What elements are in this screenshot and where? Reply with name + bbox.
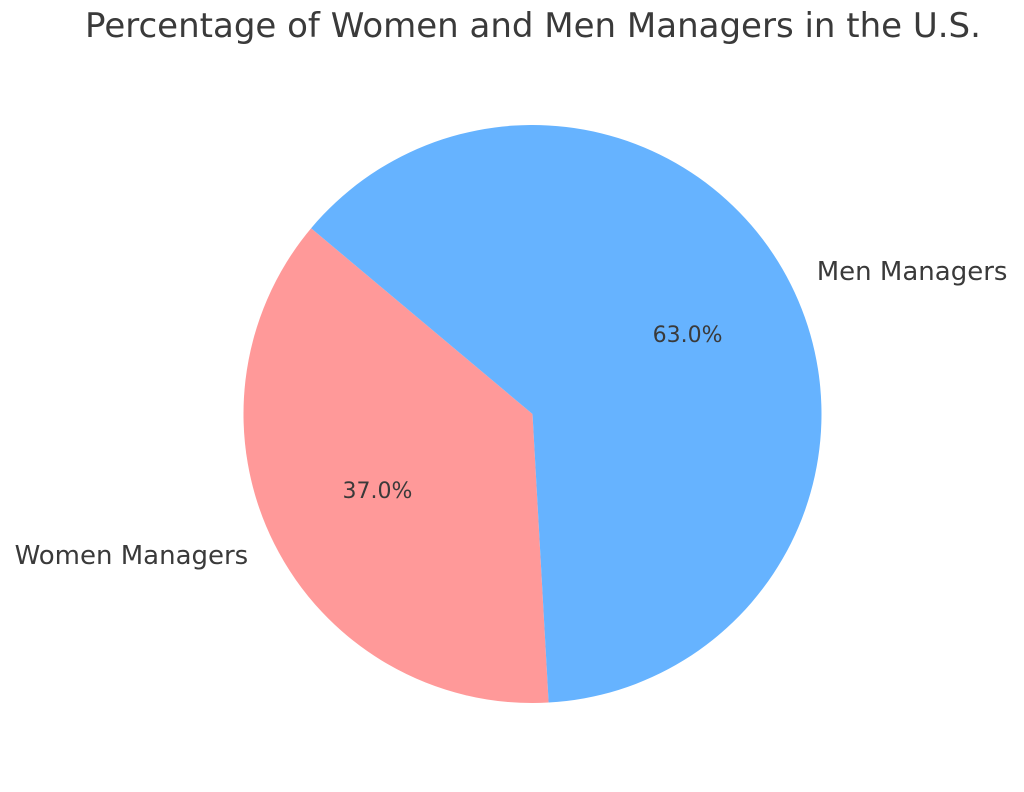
chart-title: Percentage of Women and Men Managers in … [85, 6, 981, 46]
pie-slice-women-managers [243, 228, 549, 704]
pct-label-women-managers: 37.0% [342, 478, 413, 504]
slice-label-women-managers: Women Managers [14, 541, 249, 572]
pie-slice-men-managers [311, 125, 822, 703]
slice-label-men-managers: Men Managers [816, 256, 1008, 287]
pct-label-men-managers: 63.0% [652, 323, 723, 349]
